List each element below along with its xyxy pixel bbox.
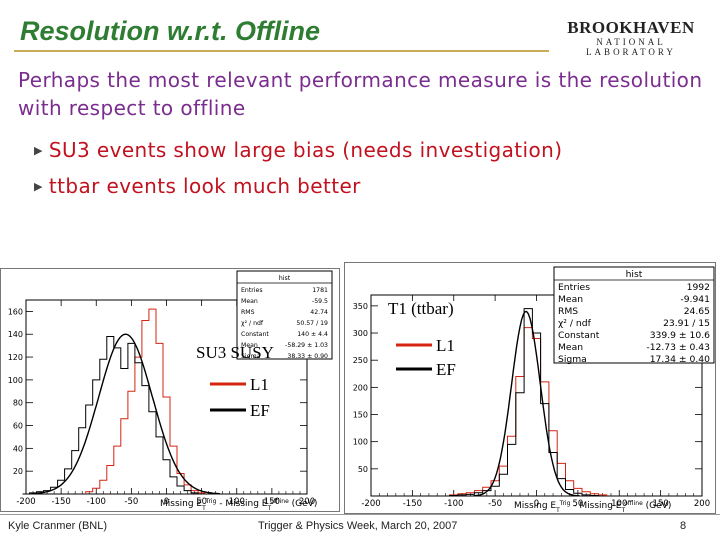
stats-row-label: Mean: [558, 294, 583, 305]
intro-text: Perhaps the most relevant performance me…: [18, 68, 703, 120]
su3-histogram-plot: -200 -150 -100 -50 0 50 100 150 200 20 40 60 80 100 12…: [0, 268, 340, 512]
footer-event: Trigger & Physics Week, March 20, 2007: [258, 520, 458, 532]
stats-box-name: hist: [279, 275, 291, 282]
x-tick-label: 0: [534, 499, 539, 509]
stats-row-label: χ² / ndf: [558, 318, 592, 329]
logo-line-1: BROOKHAVEN: [567, 18, 695, 37]
x-tick-label: 200: [694, 499, 710, 509]
x-axis-label: Missing ETTrig - Missing EToffline (GeV): [160, 498, 317, 512]
y-tick-label: 300: [353, 329, 368, 338]
stats-row-value: 42.74: [310, 309, 328, 316]
stats-row-value: 339.9 ± 10.6: [650, 330, 710, 341]
brookhaven-logo: BROOKHAVEN NATIONAL LABORATORY: [556, 18, 706, 57]
x-tick-label: 50: [196, 497, 207, 507]
footer-divider: [0, 514, 720, 515]
stats-row-label: Sigma: [558, 354, 587, 365]
x-tick-label: -150: [51, 497, 70, 507]
y-tick-label: 200: [353, 383, 368, 392]
y-tick-label: 350: [353, 302, 368, 311]
stats-row-label: Mean: [241, 342, 258, 349]
stats-row-label: Entries: [241, 287, 263, 294]
y-tick-label: 120: [8, 353, 23, 362]
x-tick-label: 100: [229, 497, 245, 507]
stats-box-frame: [553, 266, 715, 364]
x-tick-label: -100: [444, 499, 463, 509]
stats-row-value: -12.73 ± 0.43: [646, 342, 710, 353]
stats-row-label: Sigma: [241, 353, 261, 360]
y-tick-label: 50: [358, 465, 368, 474]
stats-row-value: -9.941: [680, 294, 710, 305]
slide-title: Resolution w.r.t. Offline: [20, 16, 321, 46]
stats-row-label: RMS: [558, 306, 578, 317]
y-tick-label: 80: [13, 399, 23, 408]
y-tick-label: 100: [8, 376, 23, 385]
x-tick-label: 50: [572, 499, 583, 509]
stats-row-label: Mean: [558, 342, 583, 353]
stats-row-label: Constant: [558, 330, 600, 341]
bullet-text: SU3 events show large bias (needs invest…: [48, 138, 563, 162]
stats-row-label: Constant: [241, 331, 269, 338]
x-tick-label: 150: [264, 497, 280, 507]
legend-label-ef: EF: [250, 401, 270, 420]
legend-label-l1: L1: [250, 375, 269, 394]
x-tick-label: -50: [124, 497, 138, 507]
y-tick-label: 20: [13, 467, 23, 476]
legend-label-ef: EF: [436, 360, 456, 379]
x-tick-label: 0: [164, 497, 169, 507]
ttbar-histogram-plot: -200 -150 -100 -50 0 50 100 150 200 50 100 150 200 25…: [344, 262, 716, 514]
x-tick-label: -200: [361, 499, 380, 509]
series-ef-histogram: [22, 336, 206, 495]
stats-row-value: 140 ± 4.4: [297, 331, 328, 338]
plot-title: SU3 SUSY: [196, 343, 274, 362]
x-tick-label: -50: [488, 499, 502, 509]
stats-row-label: RMS: [241, 309, 255, 316]
stats-row-value: 1781: [312, 287, 328, 294]
x-tick-label: 100: [611, 499, 627, 509]
footer-page-number: 8: [680, 520, 687, 532]
stats-row-value: 23.91 / 15: [663, 318, 710, 329]
stats-row-value: -58.29 ± 1.03: [285, 342, 328, 349]
stats-row-value: 1992: [687, 282, 710, 293]
stats-row-label: χ² / ndf: [241, 320, 264, 327]
stats-row-value: 50.57 / 19: [296, 320, 328, 327]
title-underline: [14, 50, 549, 52]
stats-box: hist Entries 1781 Mean -59.5 RMS 42.74 χ² / ndf…: [236, 270, 333, 360]
x-tick-label: -150: [403, 499, 422, 509]
series-l1-histogram: [449, 327, 608, 496]
y-tick-label: 250: [353, 356, 368, 365]
y-tick-label: 60: [13, 422, 23, 431]
bullet-su3: ▶ SU3 events show large bias (needs inves…: [34, 138, 562, 162]
series-ef-histogram: [449, 308, 600, 496]
stats-box: hist Entries 1992 Mean -9.941 RMS 24.65 χ² / nd…: [553, 266, 715, 365]
plot-title: T1 (ttbar): [388, 299, 454, 318]
y-tick-label: 40: [13, 444, 23, 453]
x-tick-label: 150: [653, 499, 669, 509]
x-tick-label: 200: [299, 497, 315, 507]
x-tick-label: -100: [87, 497, 106, 507]
bullet-triangle-icon: ▶: [34, 144, 43, 157]
x-axis-label: Missing ETTrig - Missing EToffline (GeV): [514, 500, 671, 514]
x-tick-label: -200: [16, 497, 35, 507]
bullet-text: ttbar events look much better: [48, 174, 361, 198]
y-tick-label: 140: [8, 330, 23, 339]
stats-row-label: Mean: [241, 298, 258, 305]
stats-row-value: 24.65: [684, 306, 710, 317]
logo-line-2: NATIONAL LABORATORY: [586, 37, 676, 57]
footer-author: Kyle Cranmer (BNL): [8, 520, 108, 532]
y-tick-label: 150: [353, 411, 368, 420]
stats-row-value: 17.34 ± 0.40: [650, 354, 710, 365]
legend-label-l1: L1: [436, 336, 455, 355]
stats-row-value: -59.5: [312, 298, 328, 305]
bullet-ttbar: ▶ ttbar events look much better: [34, 174, 361, 198]
series-ef-gaussian-fit: [473, 310, 580, 497]
y-tick-label: 100: [353, 438, 368, 447]
series-l1-histogram: [85, 308, 206, 494]
stats-box-frame: [236, 270, 333, 360]
bullet-triangle-icon: ▶: [34, 180, 43, 193]
y-tick-label: 160: [8, 307, 23, 316]
series-ef-gaussian-fit: [31, 333, 220, 495]
stats-row-label: Entries: [558, 282, 590, 293]
stats-row-value: 38.33 ± 0.90: [287, 353, 328, 360]
stats-box-name: hist: [626, 269, 643, 280]
